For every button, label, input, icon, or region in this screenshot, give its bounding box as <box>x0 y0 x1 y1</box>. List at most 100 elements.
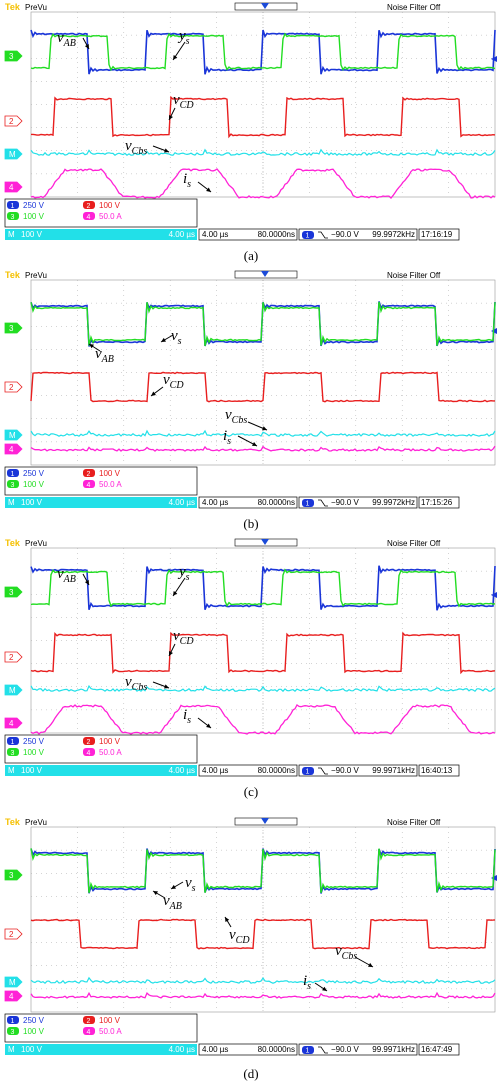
series-vab <box>30 848 496 894</box>
trigger-channel: 1 <box>306 233 310 240</box>
label-sub: AB <box>169 901 182 912</box>
noise-filter-status: Noise Filter Off <box>387 539 441 548</box>
label-sub: Cbs <box>342 951 358 962</box>
channel-3-marker: 3 <box>4 322 23 334</box>
channel-2-marker: 2 <box>4 651 23 663</box>
ch4-scale: 50.0 A <box>99 1027 122 1036</box>
marker-label: M <box>9 431 16 440</box>
marker-shape <box>4 586 23 598</box>
trigger-position-marker <box>261 539 269 545</box>
caption-a: (a) <box>243 248 259 263</box>
arrow-head <box>173 591 178 596</box>
label-text: ys <box>177 28 190 47</box>
math-readout-bar <box>5 497 197 508</box>
trigger-position-marker <box>261 3 269 9</box>
label-vab: vAB <box>152 890 182 912</box>
label-text: is <box>303 973 311 992</box>
math-marker: M <box>4 976 23 988</box>
caption-c: (c) <box>243 784 259 799</box>
label-text: vCD <box>229 927 250 946</box>
series-is <box>30 704 496 735</box>
series-is <box>30 168 496 199</box>
panel-c: Tek PreVu Noise Filter Off 3 2 M 4 vAB ys vCD vCbs… <box>3 538 499 777</box>
trigger-level: −90.0 V <box>331 230 359 239</box>
brand-logo: Tek <box>5 270 21 280</box>
label-ys: vs <box>160 328 182 347</box>
label-sub: AB <box>63 38 76 49</box>
ch3-chip <box>7 1027 19 1035</box>
marker-shape <box>4 115 23 127</box>
label-ys: ys <box>172 28 190 61</box>
marker-shape <box>4 429 23 441</box>
math-chip-label: M <box>8 498 15 507</box>
label-vab: vAB <box>57 566 90 586</box>
arrow-head <box>153 891 158 896</box>
noise-filter-status: Noise Filter Off <box>387 3 441 12</box>
series-vcd <box>30 918 496 950</box>
label-sub: Cbs <box>232 415 248 426</box>
frequency: 99.9972kHz <box>372 230 415 239</box>
label-text: vAB <box>57 30 76 49</box>
marker-label: 2 <box>9 930 14 939</box>
marker-shape <box>4 50 23 62</box>
label-vcbs: vCbs <box>125 674 170 693</box>
trigger-box <box>298 764 418 777</box>
label-text: vCbs <box>125 138 147 157</box>
marker-label: 2 <box>9 383 14 392</box>
ch4-scale: 50.0 A <box>99 480 122 489</box>
channel-4-marker: 4 <box>4 443 23 455</box>
arrow-head <box>206 187 211 192</box>
timebase-box <box>198 764 298 777</box>
series-vab <box>30 29 496 75</box>
arrow-head <box>84 580 89 585</box>
label-base: v <box>57 30 64 46</box>
ch3-scale: 100 V <box>23 480 45 489</box>
ch1-scale: 250 V <box>23 1016 45 1025</box>
channel-3-marker: 3 <box>4 586 23 598</box>
label-sub: Cbs <box>132 146 148 157</box>
timebase: 4.00 µs <box>202 766 228 775</box>
label-is: is <box>303 973 328 992</box>
channel-scales-box <box>4 734 198 764</box>
timestamp: 17:15:26 <box>421 498 453 507</box>
timestamp: 16:40:13 <box>421 766 453 775</box>
ch1-scale: 250 V <box>23 469 45 478</box>
clock-box <box>418 496 460 509</box>
marker-label: 4 <box>9 445 14 454</box>
label-text: vs <box>185 875 196 894</box>
label-text: vCbs <box>335 943 357 962</box>
trigger-level: −90.0 V <box>331 766 359 775</box>
readout-panel: 1 250 V 2 100 V 3 100 V 4 50.0 A M 100 V 4.00 µs 4.… <box>4 734 460 777</box>
label-base: y <box>177 28 186 44</box>
marker-shape <box>4 148 23 160</box>
ch4-scale: 50.0 A <box>99 212 122 221</box>
frequency: 99.9972kHz <box>372 498 415 507</box>
sample-interval: 80.0000ns <box>258 230 295 239</box>
readout-panel: 1 250 V 2 100 V 3 100 V 4 50.0 A M 100 V 4.00 µs 4.… <box>4 198 460 241</box>
channel-scales-box <box>4 466 198 496</box>
marker-label: 3 <box>9 324 14 333</box>
label-base: v <box>229 927 236 943</box>
ch2-chip-label: 2 <box>87 1018 91 1025</box>
ch3-scale: 100 V <box>23 1027 45 1036</box>
status-bar <box>3 270 499 279</box>
trigger-position-marker <box>261 818 269 824</box>
channel-2-marker: 2 <box>4 381 23 393</box>
math-chip-label: M <box>8 1045 15 1054</box>
series-vcd <box>31 95 496 139</box>
label-base: v <box>171 328 178 344</box>
timebase-box <box>198 496 298 509</box>
timestamp: 16:47:49 <box>421 1045 453 1054</box>
label-base: v <box>163 893 170 909</box>
math-scale: 100 V <box>21 230 43 239</box>
trigger-channel: 1 <box>306 1048 310 1055</box>
marker-shape <box>4 322 23 334</box>
arrow-head <box>262 426 267 431</box>
arrow-head <box>206 723 211 728</box>
timebase-box <box>198 1043 298 1056</box>
series-vcbs <box>30 148 496 157</box>
timestamp: 17:16:19 <box>421 230 453 239</box>
label-base: i <box>183 171 187 187</box>
ch4-chip-label: 4 <box>87 214 91 221</box>
